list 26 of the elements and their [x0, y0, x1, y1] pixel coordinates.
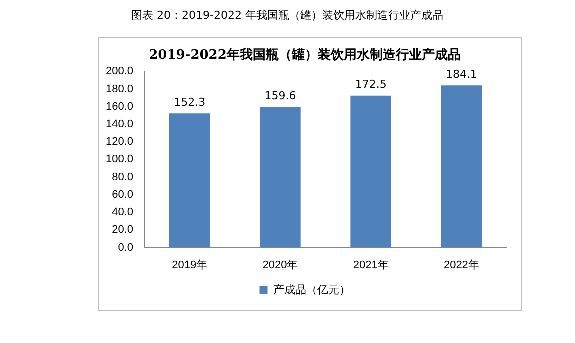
y-tick-label: 200.0 [106, 66, 134, 78]
text: 图表 20：2019-2022 年我国瓶（罐）装饮用水制造行业产成品 [130, 8, 444, 23]
bar [260, 107, 301, 248]
y-tick-label: 40.0 [112, 206, 134, 219]
data-label: 159.6 [264, 90, 296, 103]
bar [169, 114, 210, 248]
x-tick-label: 2019年 [172, 259, 208, 272]
y-tick-label: 140.0 [106, 118, 134, 130]
y-tick-label: 120.0 [106, 136, 134, 148]
data-label: 152.3 [174, 96, 206, 109]
x-tick-label: 2022年 [444, 259, 480, 272]
x-tick-label: 2021年 [353, 259, 389, 272]
chart-title: 2019-2022年我国瓶（罐）装饮用水制造行业产成品 [149, 47, 461, 64]
y-tick-label: 180.0 [106, 83, 134, 96]
y-tick-label: 80.0 [112, 171, 134, 184]
bar [441, 86, 482, 248]
bar [350, 96, 392, 248]
y-tick-label: 60.0 [112, 188, 134, 201]
y-tick-label: 100.0 [106, 154, 134, 166]
y-tick-label: 0.0 [118, 242, 134, 254]
y-tick-label: 160.0 [106, 100, 134, 113]
y-tick-label: 20.0 [112, 224, 134, 236]
legend-label: 产成品（亿元） [273, 284, 350, 297]
data-label: 184.1 [446, 68, 478, 81]
x-tick-label: 2020年 [262, 259, 298, 272]
data-label: 172.5 [355, 78, 387, 92]
